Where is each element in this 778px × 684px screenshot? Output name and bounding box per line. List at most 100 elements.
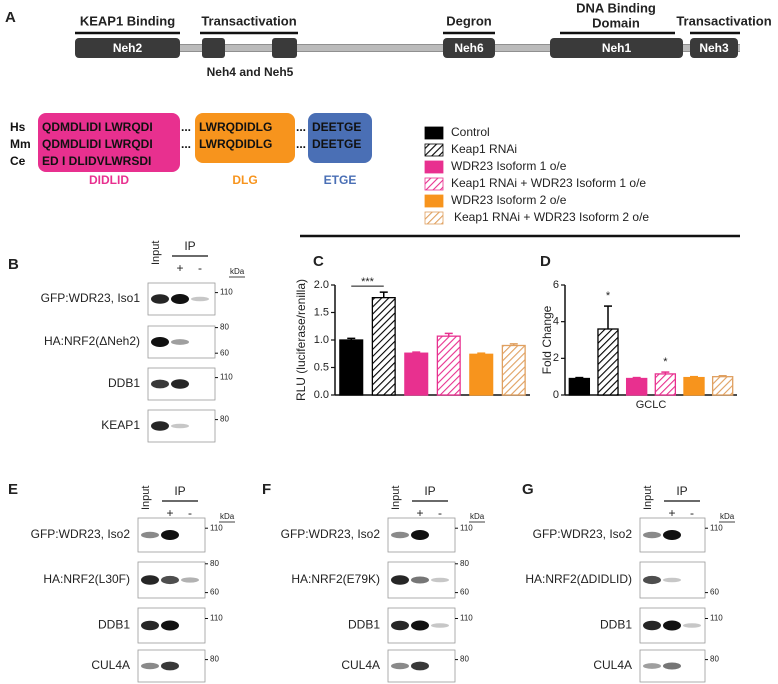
lane-label: IP [424,484,435,498]
marker-label: 110 [460,523,473,532]
kda-label: kDa [220,512,235,521]
lane-label: Input [140,486,152,510]
row-label: HA:NRF2(L30F) [43,572,130,586]
band [411,530,429,540]
marker-label: 80 [460,559,469,568]
species: Mm [10,137,31,151]
domain-label: Neh1 [602,41,632,55]
bar [711,376,734,396]
band [683,623,701,628]
domain-box [272,38,297,58]
marker-label: 80 [210,655,219,664]
lane-label: - [438,506,442,520]
legend-swatch [424,143,444,157]
row-label: KEAP1 [101,418,140,432]
band [151,294,169,304]
row-label: GFP:WDR23, Iso1 [41,291,141,305]
motif-sequence: QDMDLIDI LWRQDI [42,120,153,134]
row-label: GFP:WDR23, Iso2 [31,527,131,541]
legend-label: WDR23 Isoform 2 o/e [451,193,567,207]
marker-label: 110 [210,614,223,623]
y-tick-label: 1.0 [314,334,329,346]
lane-label: + [166,506,173,520]
bar [339,339,364,396]
legend-label: Keap1 RNAi + WDR23 Isoform 1 o/e [451,176,646,190]
domain-label: Neh2 [113,41,143,55]
band [411,620,429,631]
band [191,296,209,302]
domain-label: Neh4 and Neh5 [207,65,294,79]
motif-sequence: QDMDLIDI LWRQDI [42,137,153,151]
domain-box [75,38,180,58]
domain-label: Neh3 [699,41,729,55]
domain-box [550,38,683,58]
motif-sequence: DEETGE [312,120,361,134]
band [663,620,681,631]
lane-label: Input [390,486,402,510]
band [431,623,449,628]
band [643,620,661,631]
row-label: DDB1 [348,618,380,632]
row-label: CUL4A [593,658,632,672]
motif-box [308,113,372,163]
row-label: DDB1 [600,618,632,632]
band [431,577,449,583]
legend-label: Keap1 RNAi [451,142,517,156]
significance: * [606,290,611,302]
band [663,577,681,583]
lane-label: + [416,506,423,520]
lane-label: - [690,506,694,520]
legend-label: WDR23 Isoform 1 o/e [451,159,567,173]
x-axis-label: GCLC [636,399,667,411]
band [141,575,159,585]
motif-box [195,113,295,163]
marker-label: 110 [460,614,473,623]
band [161,530,179,540]
kda-label: kDa [720,512,735,521]
motif-name: DIDLID [89,173,129,187]
band [411,661,429,671]
bar [404,352,429,396]
row-label: DDB1 [108,376,140,390]
domain-box [202,38,225,58]
row-label: DDB1 [98,618,130,632]
lane-label: Input [150,241,162,265]
motif-sequence: ED I DLIDVLWRSDI [42,154,151,168]
band [181,577,199,583]
legend-swatch [424,126,444,140]
marker-label: 110 [210,523,223,532]
row-label: GFP:WDR23, Iso2 [281,527,381,541]
panel-letter: D [540,253,551,270]
domain-box [690,38,738,58]
motif-sequence: LWRQDIDLG [199,137,272,151]
lane-label: + [176,261,183,275]
band [151,337,169,347]
significance: *** [361,276,375,288]
motif-name: DLG [232,173,257,187]
bar [625,377,648,396]
marker-label: 60 [220,348,229,357]
panel-letter: E [8,481,18,498]
kda-label: kDa [230,267,245,276]
region-label: KEAP1 Binding [80,13,175,28]
row-label: HA:NRF2(ΔDIDLID) [525,572,632,586]
band [643,663,661,669]
kda-label: kDa [470,512,485,521]
band [391,620,409,631]
bar [568,377,591,396]
separator: ... [296,137,306,151]
band [171,339,189,345]
bar [469,353,494,396]
legend-swatch [424,194,444,208]
row-label: GFP:WDR23, Iso2 [533,527,633,541]
species: Ce [10,154,26,168]
marker-label: 80 [210,559,219,568]
separator: ... [296,120,306,134]
band [391,531,409,539]
bar [501,344,526,396]
row-label: HA:NRF2(ΔNeh2) [44,334,140,348]
region-label: Transactivation [676,13,771,28]
region-label: Transactivation [201,13,296,28]
region-label: Domain [592,15,640,30]
